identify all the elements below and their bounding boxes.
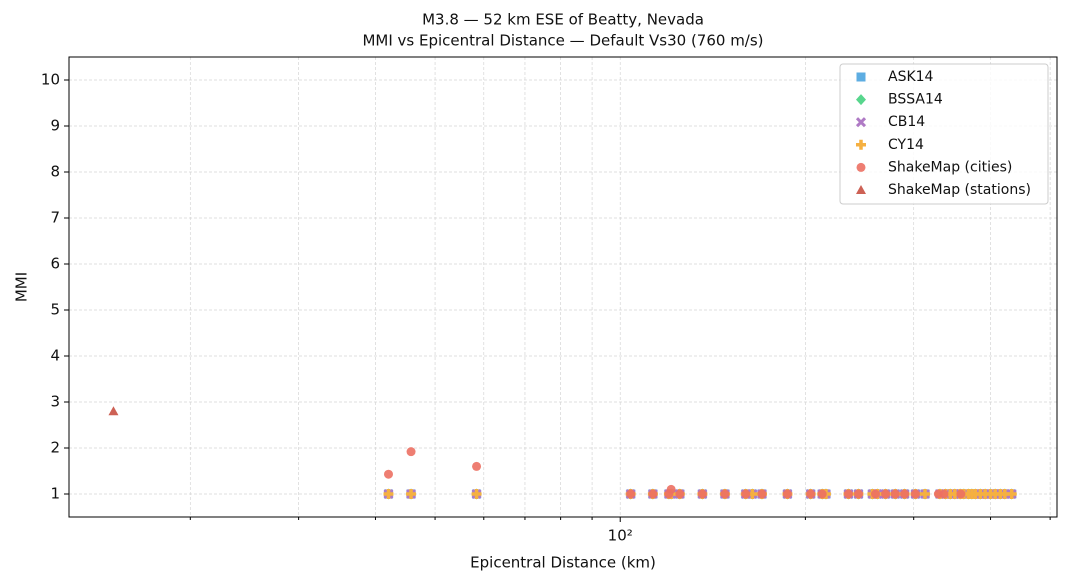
legend-label: ShakeMap (cities) — [888, 159, 1012, 175]
data-point — [1006, 489, 1017, 499]
data-point — [853, 489, 863, 499]
x-axis-label: Epicentral Distance (km) — [470, 554, 656, 572]
y-tick-label: 3 — [50, 393, 60, 411]
data-point — [806, 489, 816, 499]
legend-marker — [856, 185, 866, 194]
data-point — [782, 489, 792, 499]
data-point — [471, 489, 482, 499]
y-tick-label: 9 — [50, 117, 60, 135]
legend-label: CY14 — [888, 137, 924, 153]
data-point — [910, 489, 920, 499]
data-point — [675, 489, 685, 499]
data-point — [890, 489, 900, 499]
y-tick-label: 8 — [50, 163, 60, 181]
legend-marker — [856, 72, 866, 82]
data-point — [406, 447, 416, 457]
legend-label: CB14 — [888, 114, 925, 130]
data-point — [920, 489, 931, 499]
data-point — [406, 489, 417, 499]
y-tick-label: 10 — [41, 71, 60, 89]
data-point — [900, 489, 910, 499]
y-tick-label: 5 — [50, 301, 60, 319]
legend-frame — [839, 63, 1049, 205]
legend-marker — [856, 94, 866, 106]
y-tick-label: 4 — [50, 347, 60, 365]
data-point — [383, 489, 394, 499]
chart-subtitle: MMI vs Epicentral Distance — Default Vs3… — [362, 32, 763, 50]
y-tick-label: 1 — [50, 485, 60, 503]
y-tick-label: 2 — [50, 439, 60, 457]
data-point — [870, 489, 880, 499]
data-point — [648, 489, 658, 499]
data-point — [741, 489, 751, 499]
legend-marker — [856, 162, 866, 172]
data-point — [720, 489, 730, 499]
data-point — [939, 489, 949, 499]
y-axis-label: MMI — [13, 272, 31, 302]
data-point — [108, 406, 119, 416]
data-point — [626, 489, 636, 499]
data-point — [697, 489, 707, 499]
legend-marker — [855, 117, 867, 128]
data-point — [664, 489, 674, 499]
data-point — [383, 469, 393, 479]
legend: ASK14 BSSA14 CB14 CY14 ShakeMap (cities) Shak… — [839, 63, 1049, 205]
y-tick-label: 6 — [50, 255, 60, 273]
legend-label: BSSA14 — [888, 92, 943, 108]
legend-label: ShakeMap (stations) — [888, 182, 1031, 198]
data-point — [817, 489, 827, 499]
data-point — [956, 489, 966, 499]
legend-marker — [856, 139, 866, 150]
data-point — [843, 489, 853, 499]
data-point — [472, 461, 482, 471]
data-point — [757, 489, 767, 499]
legend-label: ASK14 — [888, 69, 934, 85]
plot-frame — [68, 56, 1058, 518]
x-tick-label: 10² — [608, 527, 633, 545]
chart-title: M3.8 — 52 km ESE of Beatty, Nevada — [422, 11, 704, 29]
data-point — [881, 489, 891, 499]
y-tick-label: 7 — [50, 209, 60, 227]
